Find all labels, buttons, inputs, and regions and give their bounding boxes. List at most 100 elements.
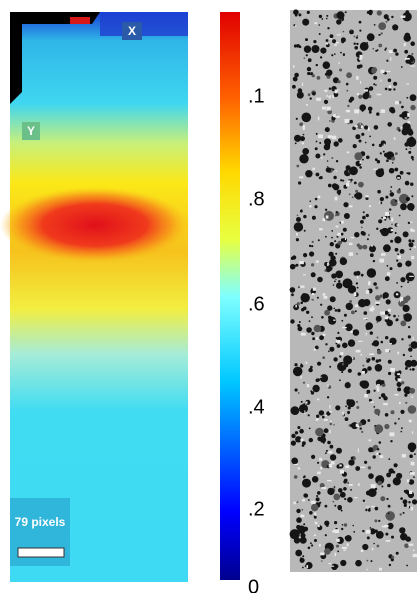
speckle-dot <box>329 454 337 461</box>
speckle-dot <box>321 18 324 20</box>
speckle-dot <box>404 543 409 549</box>
speckle-dot <box>332 500 335 503</box>
speckle-dot <box>390 108 396 114</box>
speckle-dot <box>360 380 370 389</box>
speckle-flake <box>404 117 408 119</box>
speckle-dot <box>315 378 320 383</box>
speckle-flake <box>413 246 416 248</box>
speckle-dot <box>404 180 410 186</box>
speckle-flake <box>317 195 321 199</box>
speckle-dot <box>347 497 353 503</box>
speckle-flake <box>319 228 323 231</box>
speckle-dot <box>341 371 344 374</box>
speckle-dot <box>341 363 345 366</box>
speckle-dot <box>373 24 376 26</box>
speckle-dot <box>340 509 343 512</box>
speckle-flake <box>333 319 336 321</box>
speckle-flake <box>354 125 358 128</box>
speckle-dot <box>384 48 387 51</box>
speckle-flake <box>394 394 399 396</box>
speckle-dot <box>315 63 318 67</box>
speckle-dot <box>327 109 332 115</box>
speckle-flake <box>373 168 378 170</box>
speckle-dot <box>354 310 357 313</box>
speckle-dot <box>368 447 374 453</box>
speckle-flake <box>365 332 367 336</box>
speckle-dot <box>333 424 335 426</box>
speckle-dot <box>387 483 391 488</box>
speckle-dot <box>374 364 383 372</box>
speckle-dot <box>353 181 357 185</box>
speckle-flake <box>400 126 403 129</box>
speckle-dot <box>395 52 399 56</box>
speckle-flake <box>313 348 317 351</box>
speckle-flake <box>315 260 319 263</box>
speckle-dot <box>374 424 384 434</box>
speckle-dot <box>347 406 351 410</box>
speckle-dot <box>381 485 384 488</box>
speckle-dot <box>335 160 339 163</box>
speckle-dot <box>297 324 301 328</box>
speckle-dot <box>318 14 323 19</box>
speckle-dot <box>315 497 320 502</box>
speckle-dot <box>338 488 343 493</box>
speckle-dot <box>332 168 335 171</box>
speckle-dot <box>331 265 333 268</box>
speckle-flake <box>412 229 415 232</box>
speckle-dot <box>397 262 403 268</box>
speckle-flake <box>317 525 320 528</box>
speckle-dot <box>302 478 311 488</box>
speckle-dot <box>328 350 330 353</box>
speckle-dot <box>334 280 336 283</box>
speckle-dot <box>399 193 409 204</box>
speckle-dot <box>309 97 312 100</box>
speckle-flake <box>306 565 309 568</box>
speckle-dot <box>391 223 393 226</box>
speckle-dot <box>358 422 363 427</box>
speckle-dot <box>387 504 391 508</box>
speckle-dot <box>296 517 302 523</box>
speckle-dot <box>315 140 318 143</box>
speckle-dot <box>351 310 355 315</box>
speckle-dot <box>390 558 394 562</box>
speckle-dot <box>359 42 369 51</box>
speckle-flake <box>393 137 396 140</box>
speckle-flake <box>305 361 308 364</box>
speckle-dot <box>327 488 335 495</box>
speckle-dot <box>329 258 337 267</box>
x-marker <box>122 22 142 40</box>
speckle-dot <box>410 341 417 349</box>
speckle-dot <box>364 125 369 130</box>
speckle-dot <box>401 427 403 430</box>
speckle-dot <box>388 215 391 218</box>
speckle-flake <box>350 237 355 239</box>
speckle-dot <box>299 122 304 127</box>
speckle-flake <box>301 142 304 145</box>
speckle-dot <box>322 356 326 359</box>
speckle-dot <box>296 508 301 514</box>
speckle-dot <box>362 92 370 100</box>
speckle-dot <box>406 55 414 63</box>
speckle-dot <box>375 49 378 52</box>
speckle-dot <box>369 527 372 529</box>
speckle-flake <box>330 420 332 423</box>
speckle-dot <box>380 227 390 237</box>
speckle-dot <box>349 96 355 102</box>
speckle-dot <box>378 519 381 523</box>
speckle-dot <box>298 321 301 323</box>
speckle-dot <box>309 200 312 202</box>
speckle-flake <box>327 384 329 388</box>
speckle-dot <box>369 253 374 258</box>
tick-label: .4 <box>248 396 265 418</box>
speckle-dot <box>387 522 394 530</box>
speckle-dot <box>404 359 413 368</box>
speckle-dot <box>366 11 370 14</box>
speckle-flake <box>295 25 297 27</box>
speckle-dot <box>345 363 349 368</box>
speckle-flake <box>412 336 414 341</box>
speckle-dot <box>293 9 299 15</box>
speckle-flake <box>357 275 359 279</box>
speckle-flake <box>410 461 415 466</box>
speckle-dot <box>354 46 359 50</box>
speckle-dot <box>336 235 339 238</box>
